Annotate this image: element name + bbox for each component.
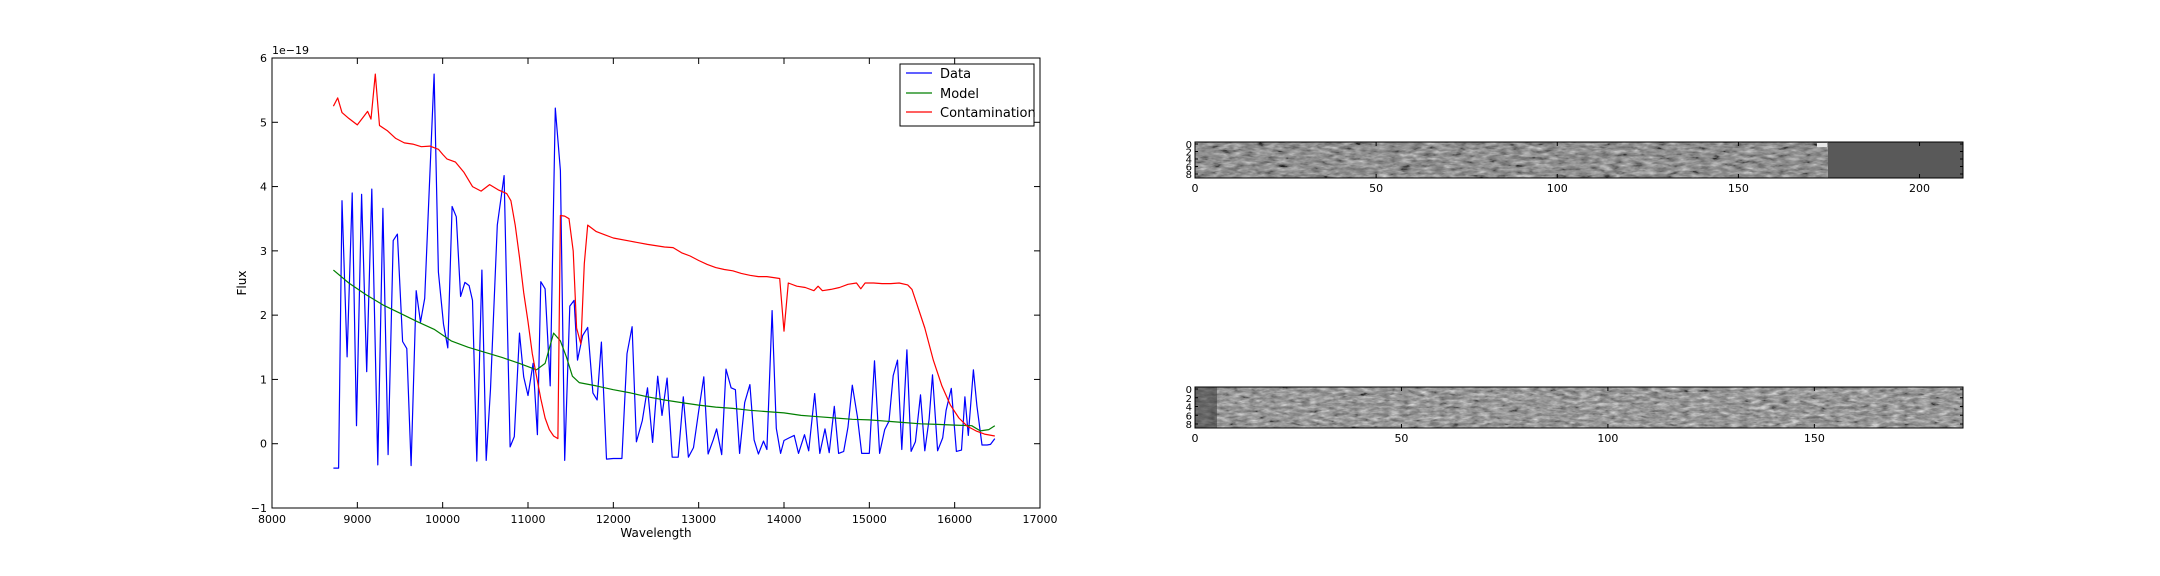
- legend-label-data: Data: [940, 67, 971, 82]
- image-y-tick-label: 8: [1186, 170, 1192, 181]
- image-y-tick-label: 2: [1186, 394, 1192, 405]
- series-line-model: [333, 269, 996, 432]
- legend-box: [899, 63, 1035, 127]
- image-y-tick-label: 2: [1186, 148, 1192, 159]
- image-x-tick-label: 0: [1192, 182, 1199, 195]
- x-tick-label: 16000: [937, 513, 972, 526]
- x-axis-ticks: 8000 9000 10000 11000 12000 13000 14000 15000 16…: [258, 58, 1058, 526]
- series-line-data: [333, 73, 996, 469]
- image-x-tick-label: 50: [1369, 182, 1383, 195]
- y-tick-label: 0: [260, 438, 267, 451]
- legend: Data Model Contamination: [899, 63, 1036, 127]
- image-x-tick-label: 150: [1804, 432, 1825, 445]
- lower-image-frame: [1194, 386, 1964, 429]
- upper-image-x-ticks: 0 50 100 150 200: [1192, 142, 1930, 195]
- image-x-tick-label: 0: [1192, 432, 1199, 445]
- image-x-tick-label: 150: [1728, 182, 1749, 195]
- y-axis-label: Flux: [235, 271, 249, 296]
- series-group: [332, 73, 996, 469]
- series-line-contamination: [332, 73, 995, 440]
- y-tick-label: −1: [251, 502, 267, 515]
- x-tick-label: 11000: [511, 513, 546, 526]
- x-tick-label: 15000: [852, 513, 887, 526]
- image-x-tick-label: 50: [1394, 432, 1408, 445]
- image-y-tick-label: 0: [1186, 140, 1192, 151]
- y-tick-label: 3: [260, 245, 267, 258]
- lower-image-x-ticks: 0 50 100 150: [1192, 387, 1825, 445]
- x-tick-label: 13000: [681, 513, 716, 526]
- y-scale-label: 1e−19: [272, 44, 309, 57]
- x-tick-label: 12000: [596, 513, 631, 526]
- y-tick-label: 2: [260, 309, 267, 322]
- plot-frame: [271, 57, 1041, 509]
- x-tick-label: 10000: [425, 513, 460, 526]
- image-y-tick-label: 6: [1186, 411, 1192, 422]
- upper-image-bright-spot: [1817, 143, 1827, 147]
- image-y-tick-label: 4: [1186, 403, 1192, 414]
- legend-label-contamination: Contamination: [940, 106, 1036, 121]
- x-tick-label: 17000: [1023, 513, 1058, 526]
- image-y-tick-label: 4: [1186, 155, 1192, 166]
- y-axis-ticks: −1 0 1 2 3 4 5 6: [251, 52, 1040, 515]
- image-y-tick-label: 0: [1186, 385, 1192, 396]
- x-tick-label: 14000: [767, 513, 802, 526]
- lower-image-dark-edge: [1195, 387, 1217, 428]
- x-axis-label: Wavelength: [620, 526, 691, 540]
- image-x-tick-label: 200: [1909, 182, 1930, 195]
- upper-image-masked-region: [1828, 142, 1963, 178]
- y-tick-label: 6: [260, 52, 267, 65]
- spectrum-plot: 8000 9000 10000 11000 12000 13000 14000 15000 16…: [235, 44, 1058, 540]
- y-tick-label: 1: [260, 373, 267, 386]
- image-y-tick-label: 6: [1186, 163, 1192, 174]
- y-tick-label: 5: [260, 116, 267, 129]
- legend-label-model: Model: [940, 87, 979, 102]
- y-tick-label: 4: [260, 181, 267, 194]
- image-y-tick-label: 8: [1186, 420, 1192, 431]
- upper-image-frame: [1194, 141, 1964, 179]
- lower-image-noise: [1195, 387, 1963, 428]
- x-tick-label: 8000: [258, 513, 286, 526]
- image-x-tick-label: 100: [1547, 182, 1568, 195]
- image-x-tick-label: 100: [1597, 432, 1618, 445]
- x-tick-label: 9000: [343, 513, 371, 526]
- upper-image-noise: [1195, 142, 1828, 178]
